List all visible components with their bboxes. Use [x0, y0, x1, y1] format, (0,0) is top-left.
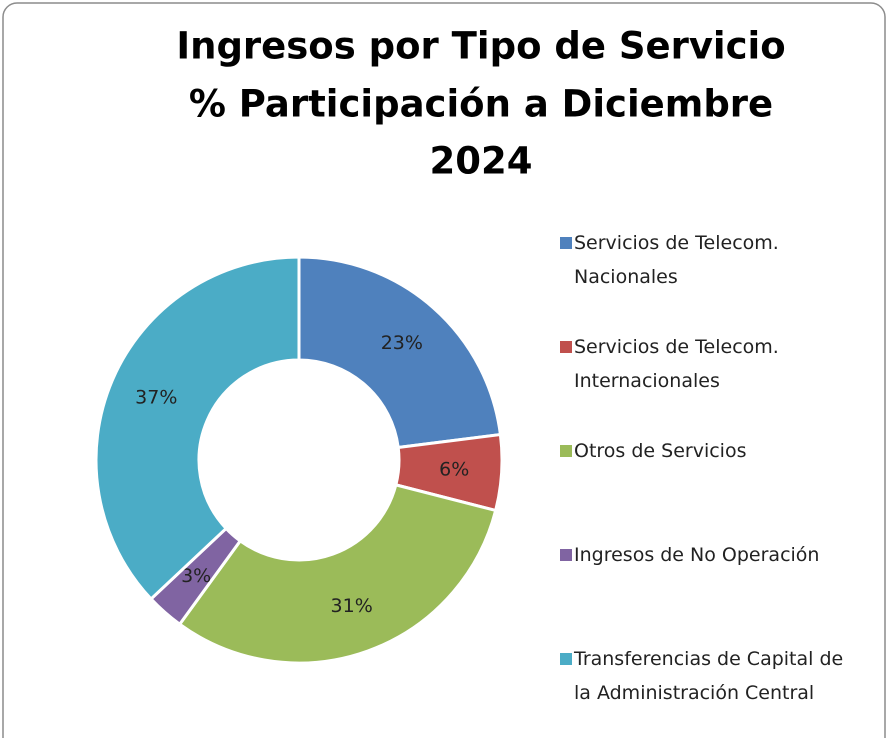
legend-line: Otros de Servicios	[574, 440, 746, 462]
data-label: 37%	[135, 387, 177, 409]
donut-slice	[297, 255, 503, 450]
legend-swatch	[560, 237, 572, 249]
legend-line: Nacionales	[574, 266, 678, 288]
chart-title: % Participación a Diciembre	[189, 83, 773, 126]
legend-swatch	[560, 341, 572, 353]
legend-label: Servicios de Telecom. Internacionales	[574, 336, 779, 392]
chart-title: Ingresos por Tipo de Servicio	[176, 25, 785, 68]
legend-swatch	[560, 549, 572, 561]
donut-slice	[177, 483, 498, 665]
chart-title: 2024	[430, 140, 533, 183]
legend-line: Servicios de Telecom.	[574, 232, 779, 254]
legend-label: Transferencias de Capital de la Administr…	[573, 648, 843, 704]
legend-swatch	[560, 445, 572, 457]
data-label: 6%	[439, 458, 469, 480]
data-label: 3%	[181, 565, 211, 587]
legend-line: Servicios de Telecom.	[574, 336, 779, 358]
legend-line: Transferencias de Capital de	[573, 648, 843, 670]
legend-line: Internacionales	[574, 370, 720, 392]
legend-line: Ingresos de No Operación	[574, 544, 819, 566]
legend-label: Servicios de Telecom. Nacionales	[574, 232, 779, 288]
legend-label: Ingresos de No Operación	[574, 544, 819, 566]
legend-label: Otros de Servicios	[574, 440, 746, 462]
data-label: 23%	[381, 332, 423, 354]
legend-swatch	[560, 653, 572, 665]
data-label: 31%	[331, 595, 373, 617]
legend-line: la Administración Central	[574, 682, 814, 704]
donut-slice	[94, 255, 301, 602]
